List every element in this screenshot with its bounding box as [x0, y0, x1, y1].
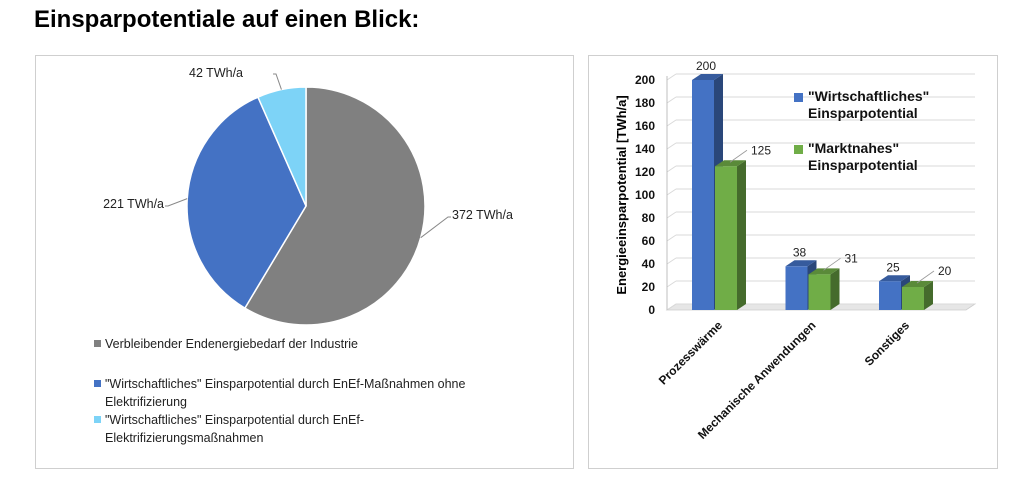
- x-category-label: Sonstiges: [862, 318, 913, 369]
- bar-top-1: [879, 275, 910, 282]
- bar-side-2: [830, 268, 840, 310]
- pie-legend-swatch-2: [94, 380, 101, 387]
- bar-value-label: 125: [751, 143, 771, 157]
- value-leader: [823, 258, 841, 271]
- pie-leader-line-1: [420, 216, 451, 239]
- bar-legend-swatch-1: [794, 93, 803, 102]
- pie-data-label: 221 TWh/a: [103, 197, 164, 211]
- grid-line-side: [666, 188, 677, 196]
- y-tick-label: 80: [642, 211, 656, 225]
- y-tick-label: 60: [642, 234, 656, 248]
- bar-side-2: [737, 160, 746, 310]
- y-tick-label: 140: [635, 142, 655, 156]
- value-leader: [729, 149, 748, 163]
- grid-line-side: [666, 211, 677, 219]
- y-tick-label: 120: [635, 165, 655, 179]
- bar-value-label: 20: [938, 264, 952, 278]
- bar-legend-text: "Wirtschaftliches": [808, 88, 929, 104]
- bar-top-2: [808, 268, 840, 275]
- y-tick-label: 0: [648, 303, 655, 317]
- bar-chart-panel: 0 20 40 60 80 100 120 140 160 180 200 Energieeinspa…: [588, 55, 998, 469]
- bar-top-1: [785, 260, 817, 267]
- bar-value-label: 38: [793, 245, 807, 259]
- pie-legend-swatch-3: [94, 416, 101, 423]
- grid-line-side: [666, 96, 677, 104]
- grid-line-side: [666, 257, 677, 265]
- y-tick-label: 40: [642, 257, 656, 271]
- y-axis-label: Energieeinsparpotential [TWh/a]: [614, 95, 629, 294]
- bar-side-2: [924, 281, 933, 310]
- y-tick-label: 200: [635, 73, 655, 87]
- y-tick-label: 20: [642, 280, 656, 294]
- bar-1-1: [692, 80, 714, 310]
- pie-data-label: 372 TWh/a: [452, 208, 513, 222]
- bar-top-2: [715, 160, 746, 167]
- pie-leader-line-2: [165, 198, 188, 207]
- bar-top-1: [692, 74, 723, 80]
- x-category-label: Prozesswärme: [656, 318, 726, 388]
- bar-legend-text: "Marktnahes": [808, 140, 899, 156]
- pie-legend-text: "Wirtschaftliches" Einsparpotential durc…: [105, 413, 364, 427]
- grid-line-side: [666, 303, 677, 311]
- bar-legend-swatch-2: [794, 145, 803, 154]
- value-leader: [916, 270, 935, 284]
- bar-value-label: 31: [845, 251, 859, 265]
- bar-2-2: [808, 274, 831, 310]
- bar-value-label: 200: [696, 59, 716, 73]
- grid-line-side: [666, 73, 677, 81]
- bar-chart: 0 20 40 60 80 100 120 140 160 180 200 Energieeinspa…: [614, 59, 977, 442]
- bar-value-label: 25: [886, 260, 900, 274]
- pie-legend-text: Verbleibender Endenergiebedarf der Indus…: [105, 337, 358, 351]
- bar-2-1: [715, 166, 737, 310]
- pie-legend-text: Elektrifizierung: [105, 395, 187, 409]
- bar-1-3: [879, 281, 901, 310]
- pie-leader-line-3: [273, 73, 282, 90]
- pie-chart-panel: 372 TWh/a 221 TWh/a 42 TWh/a Verbleibender …: [35, 55, 574, 469]
- pie-legend-text: Elektrifizierungsmaßnahmen: [105, 431, 263, 445]
- bar-top-2: [902, 281, 933, 287]
- bar-legend-text: Einsparpotential: [808, 105, 918, 121]
- grid-line-side: [666, 234, 677, 242]
- bar-2-3: [902, 287, 924, 310]
- y-tick-label: 160: [635, 119, 655, 133]
- grid-line-side: [666, 142, 677, 150]
- pie-slice-1: [243, 86, 426, 326]
- y-tick-label: 100: [635, 188, 655, 202]
- grid-line-side: [666, 280, 677, 288]
- grid-line-side: [666, 165, 677, 173]
- pie-slice-2: [186, 96, 307, 310]
- y-tick-label: 180: [635, 96, 655, 110]
- pie-data-label: 42 TWh/a: [189, 66, 243, 80]
- pie-legend-text: "Wirtschaftliches" Einsparpotential durc…: [105, 377, 465, 391]
- pie-legend-swatch-1: [94, 340, 101, 347]
- grid-line-side: [666, 119, 677, 127]
- page-title: Einsparpotentiale auf einen Blick:: [34, 6, 420, 33]
- bar-1-2: [785, 266, 808, 310]
- bar-legend-text: Einsparpotential: [808, 157, 918, 173]
- pie-chart: 372 TWh/a 221 TWh/a 42 TWh/a Verbleibender …: [94, 66, 513, 445]
